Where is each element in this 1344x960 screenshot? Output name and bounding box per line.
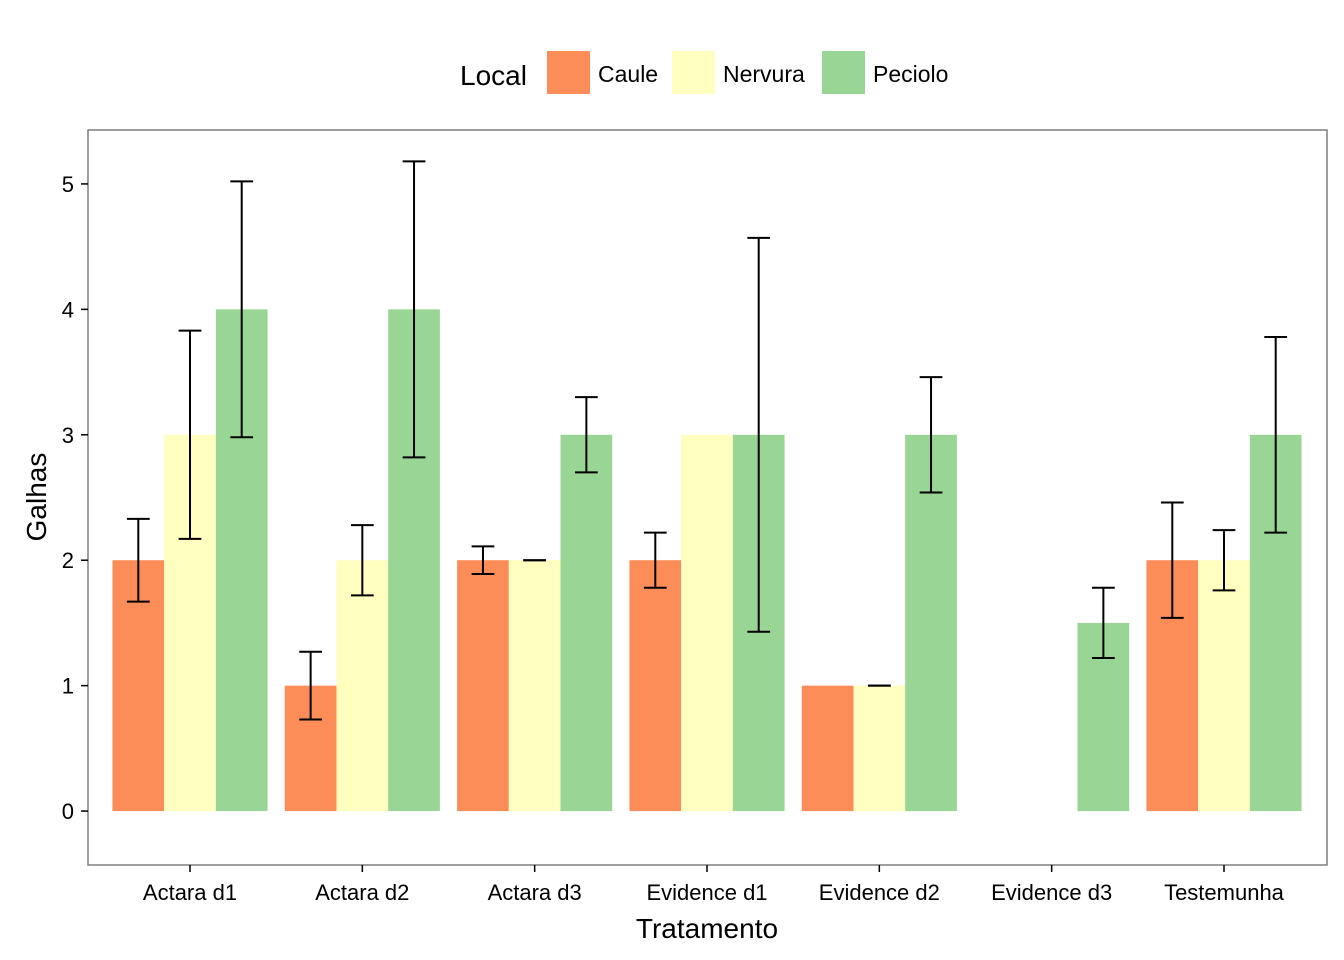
bar-nervura xyxy=(681,434,733,812)
legend-title: Local xyxy=(460,60,527,91)
x-tick-label: Actara d3 xyxy=(488,880,582,905)
y-tick-label: 1 xyxy=(62,674,74,699)
y-tick-label: 3 xyxy=(62,423,74,448)
y-tick-label: 4 xyxy=(62,297,74,322)
x-axis-title: Tratamento xyxy=(636,913,778,944)
legend: Local Caule Nervura Peciolo xyxy=(460,51,948,94)
bar-caule xyxy=(457,560,509,812)
legend-key-nervura xyxy=(672,51,715,94)
x-tick-label: Testemunha xyxy=(1164,880,1285,905)
legend-label-peciolo: Peciolo xyxy=(873,61,948,87)
bar-nervura xyxy=(1198,560,1250,812)
bar-caule xyxy=(629,560,682,812)
y-tick-label: 0 xyxy=(62,799,74,824)
x-tick-label: Evidence d1 xyxy=(646,880,767,905)
x-tick-label: Evidence d2 xyxy=(819,880,940,905)
x-tick-label: Actara d1 xyxy=(143,880,237,905)
bar-nervura xyxy=(853,685,906,812)
legend-key-caule xyxy=(547,51,590,94)
legend-label-nervura: Nervura xyxy=(723,61,805,87)
x-tick-label: Actara d2 xyxy=(315,880,409,905)
bar-peciolo xyxy=(905,434,957,812)
bar-caule xyxy=(801,685,854,812)
legend-key-peciolo xyxy=(822,51,865,94)
y-tick-label: 2 xyxy=(62,548,74,573)
y-axis-title: Galhas xyxy=(21,453,52,542)
bar-nervura xyxy=(508,560,561,812)
bar-nervura xyxy=(336,560,389,812)
legend-label-caule: Caule xyxy=(598,61,658,87)
y-tick-label: 5 xyxy=(62,172,74,197)
x-tick-label: Evidence d3 xyxy=(991,880,1112,905)
bar-peciolo xyxy=(560,434,613,812)
